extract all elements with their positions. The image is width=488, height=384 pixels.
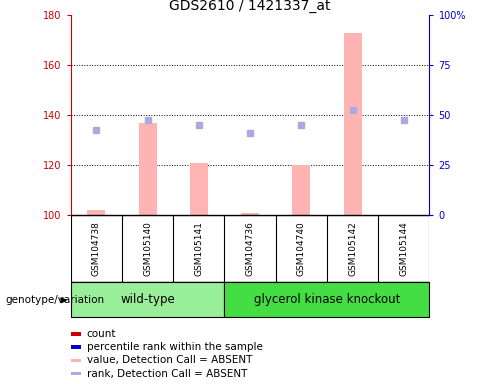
Text: GSM105142: GSM105142 — [348, 221, 357, 276]
Text: GSM105141: GSM105141 — [194, 221, 203, 276]
Text: count: count — [87, 329, 116, 339]
Text: GSM105140: GSM105140 — [143, 221, 152, 276]
Text: GSM104740: GSM104740 — [297, 221, 306, 276]
Bar — [71, 359, 81, 362]
Bar — [139, 123, 157, 215]
Bar — [241, 212, 259, 215]
Bar — [71, 345, 81, 349]
Bar — [71, 372, 81, 375]
Title: GDS2610 / 1421337_at: GDS2610 / 1421337_at — [169, 0, 331, 13]
Text: wild-type: wild-type — [120, 293, 175, 306]
Text: GSM104736: GSM104736 — [245, 221, 255, 276]
Bar — [344, 33, 362, 215]
Text: glycerol kinase knockout: glycerol kinase knockout — [254, 293, 400, 306]
Text: GSM104738: GSM104738 — [92, 221, 101, 276]
Bar — [292, 165, 310, 215]
Bar — [190, 163, 208, 215]
Text: genotype/variation: genotype/variation — [5, 295, 104, 305]
Text: GSM105144: GSM105144 — [399, 221, 408, 276]
Bar — [71, 332, 81, 336]
Text: rank, Detection Call = ABSENT: rank, Detection Call = ABSENT — [87, 369, 247, 379]
Text: value, Detection Call = ABSENT: value, Detection Call = ABSENT — [87, 355, 252, 365]
Bar — [71, 282, 224, 317]
Bar — [87, 210, 105, 215]
Text: percentile rank within the sample: percentile rank within the sample — [87, 342, 263, 352]
Bar — [224, 282, 429, 317]
